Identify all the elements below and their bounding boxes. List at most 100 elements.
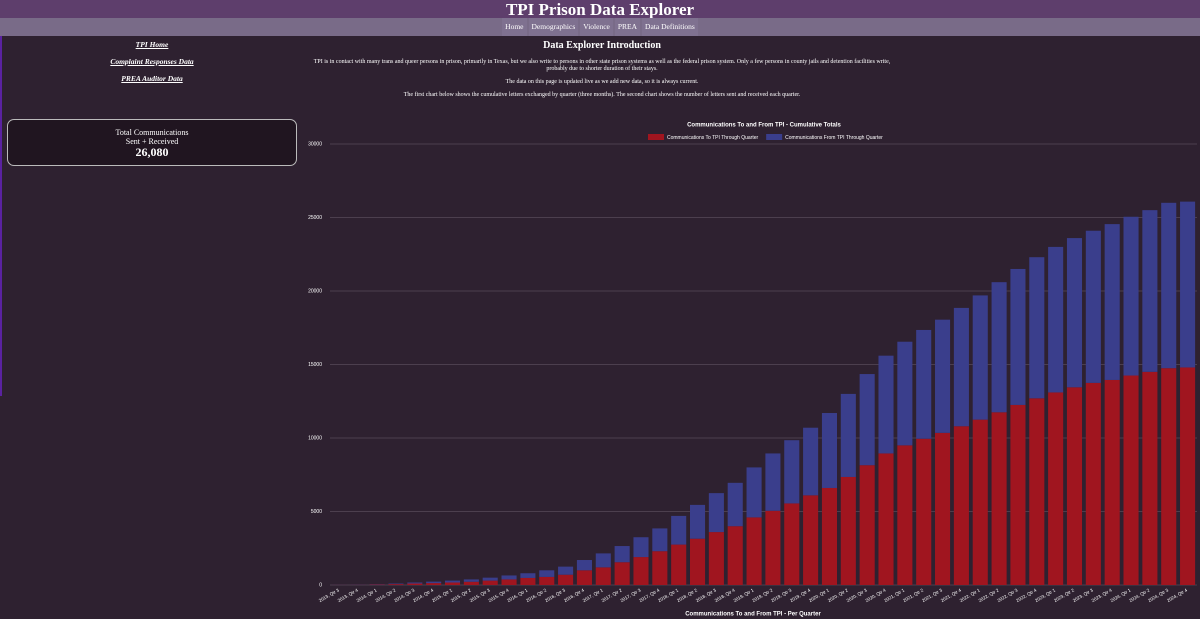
bar [520,577,536,585]
chart: Communications To and From TPI - Cumulat… [308,123,1197,618]
sidebar-link[interactable]: TPI Home [135,40,169,49]
bar [708,532,724,585]
bar [689,538,706,585]
bar [689,504,706,539]
bar [1142,371,1158,585]
bar [859,465,875,585]
bar [614,546,630,563]
bar [595,567,611,585]
bar [614,562,630,585]
intro-paragraph: TPI is in contact with many trans and qu… [313,59,891,72]
bar [595,553,611,568]
intro: Data Explorer Introduction TPI is in con… [300,40,904,105]
bar [746,467,762,518]
bar [916,329,932,439]
bar [482,577,498,581]
chart-title: Communications To and From TPI - Cumulat… [687,123,841,129]
bar [1085,382,1101,585]
bar [1123,375,1139,585]
sidebar-link[interactable]: PREA Auditor Data [121,74,183,83]
bar [972,419,988,585]
bar [539,576,555,585]
bar [444,582,461,585]
bar [1180,201,1196,368]
bar [1161,202,1177,369]
bar [501,579,517,585]
bar [1180,367,1196,585]
nav-link[interactable]: PREA [614,18,641,36]
intro-paragraph: The data on this page is updated live as… [505,79,699,85]
bar [1142,210,1158,372]
bar [803,427,819,496]
bar [935,319,951,433]
bar [444,580,461,583]
bar [539,570,555,577]
stat-box: Total Communications Sent + Received 26,… [7,119,297,166]
bar [897,341,913,446]
bar [840,476,856,585]
bar [426,581,442,584]
bar [878,355,894,454]
bar [1123,216,1139,376]
header-title: TPI Prison Data Explorer [0,0,1200,19]
stat-label: Total Communications [115,128,189,137]
bar [1010,268,1026,405]
bar [558,566,574,575]
bar [1029,398,1045,585]
bar [1104,224,1120,380]
bar [1066,387,1083,585]
bar [652,551,668,585]
intro-paragraph: The first chart below shows the cumulati… [403,92,801,98]
bar [633,557,649,585]
nav-bar: Home Demographics Violence PREA Data Def… [0,18,1200,36]
y-tick-label: 25000 [308,215,322,221]
bar [727,482,743,527]
bar [426,583,442,585]
y-tick-label: 10000 [308,435,322,441]
bar [652,528,668,552]
bar [991,412,1007,585]
bar [576,570,592,585]
y-tick-label: 20000 [308,288,322,294]
legend-label: Communications From TPI Through Quarter [785,135,883,141]
bar [953,307,969,427]
bar [671,515,687,545]
bar [407,582,423,584]
legend-swatch [648,134,664,140]
bar [407,583,423,585]
legend-swatch [766,134,783,140]
bar [708,493,724,533]
bar [482,580,498,585]
bar [821,413,838,488]
bar [671,544,687,585]
y-tick-label: 30000 [308,141,322,147]
legend-label: Communications To TPI Through Quarter [667,135,758,141]
nav-link[interactable]: Home [502,18,527,36]
bar [463,581,479,585]
bar [520,573,536,578]
nav-link[interactable]: Violence [580,18,613,36]
bar [765,453,781,511]
bar [558,574,574,585]
stat-value: 26,080 [135,145,169,159]
y-tick-label: 0 [319,582,322,588]
sidebar-link[interactable]: Complaint Responses Data [110,57,194,66]
nav-link[interactable]: Data Definitions [642,18,698,36]
bar [501,575,517,580]
bar [972,295,988,420]
stat-sublabel: Sent + Received [125,137,179,146]
bar [784,503,800,585]
bar [935,432,951,585]
bar [1085,230,1101,383]
next-chart-title: Communications To and From TPI - Per Qua… [685,612,821,618]
bar [765,510,781,585]
bar [388,583,404,585]
y-tick-label: 5000 [311,509,322,515]
bar [746,517,762,585]
nav-link[interactable]: Demographics [528,18,579,36]
y-tick-label: 15000 [308,362,322,368]
bar [897,445,913,585]
bar [878,453,894,585]
bar [1029,257,1045,399]
